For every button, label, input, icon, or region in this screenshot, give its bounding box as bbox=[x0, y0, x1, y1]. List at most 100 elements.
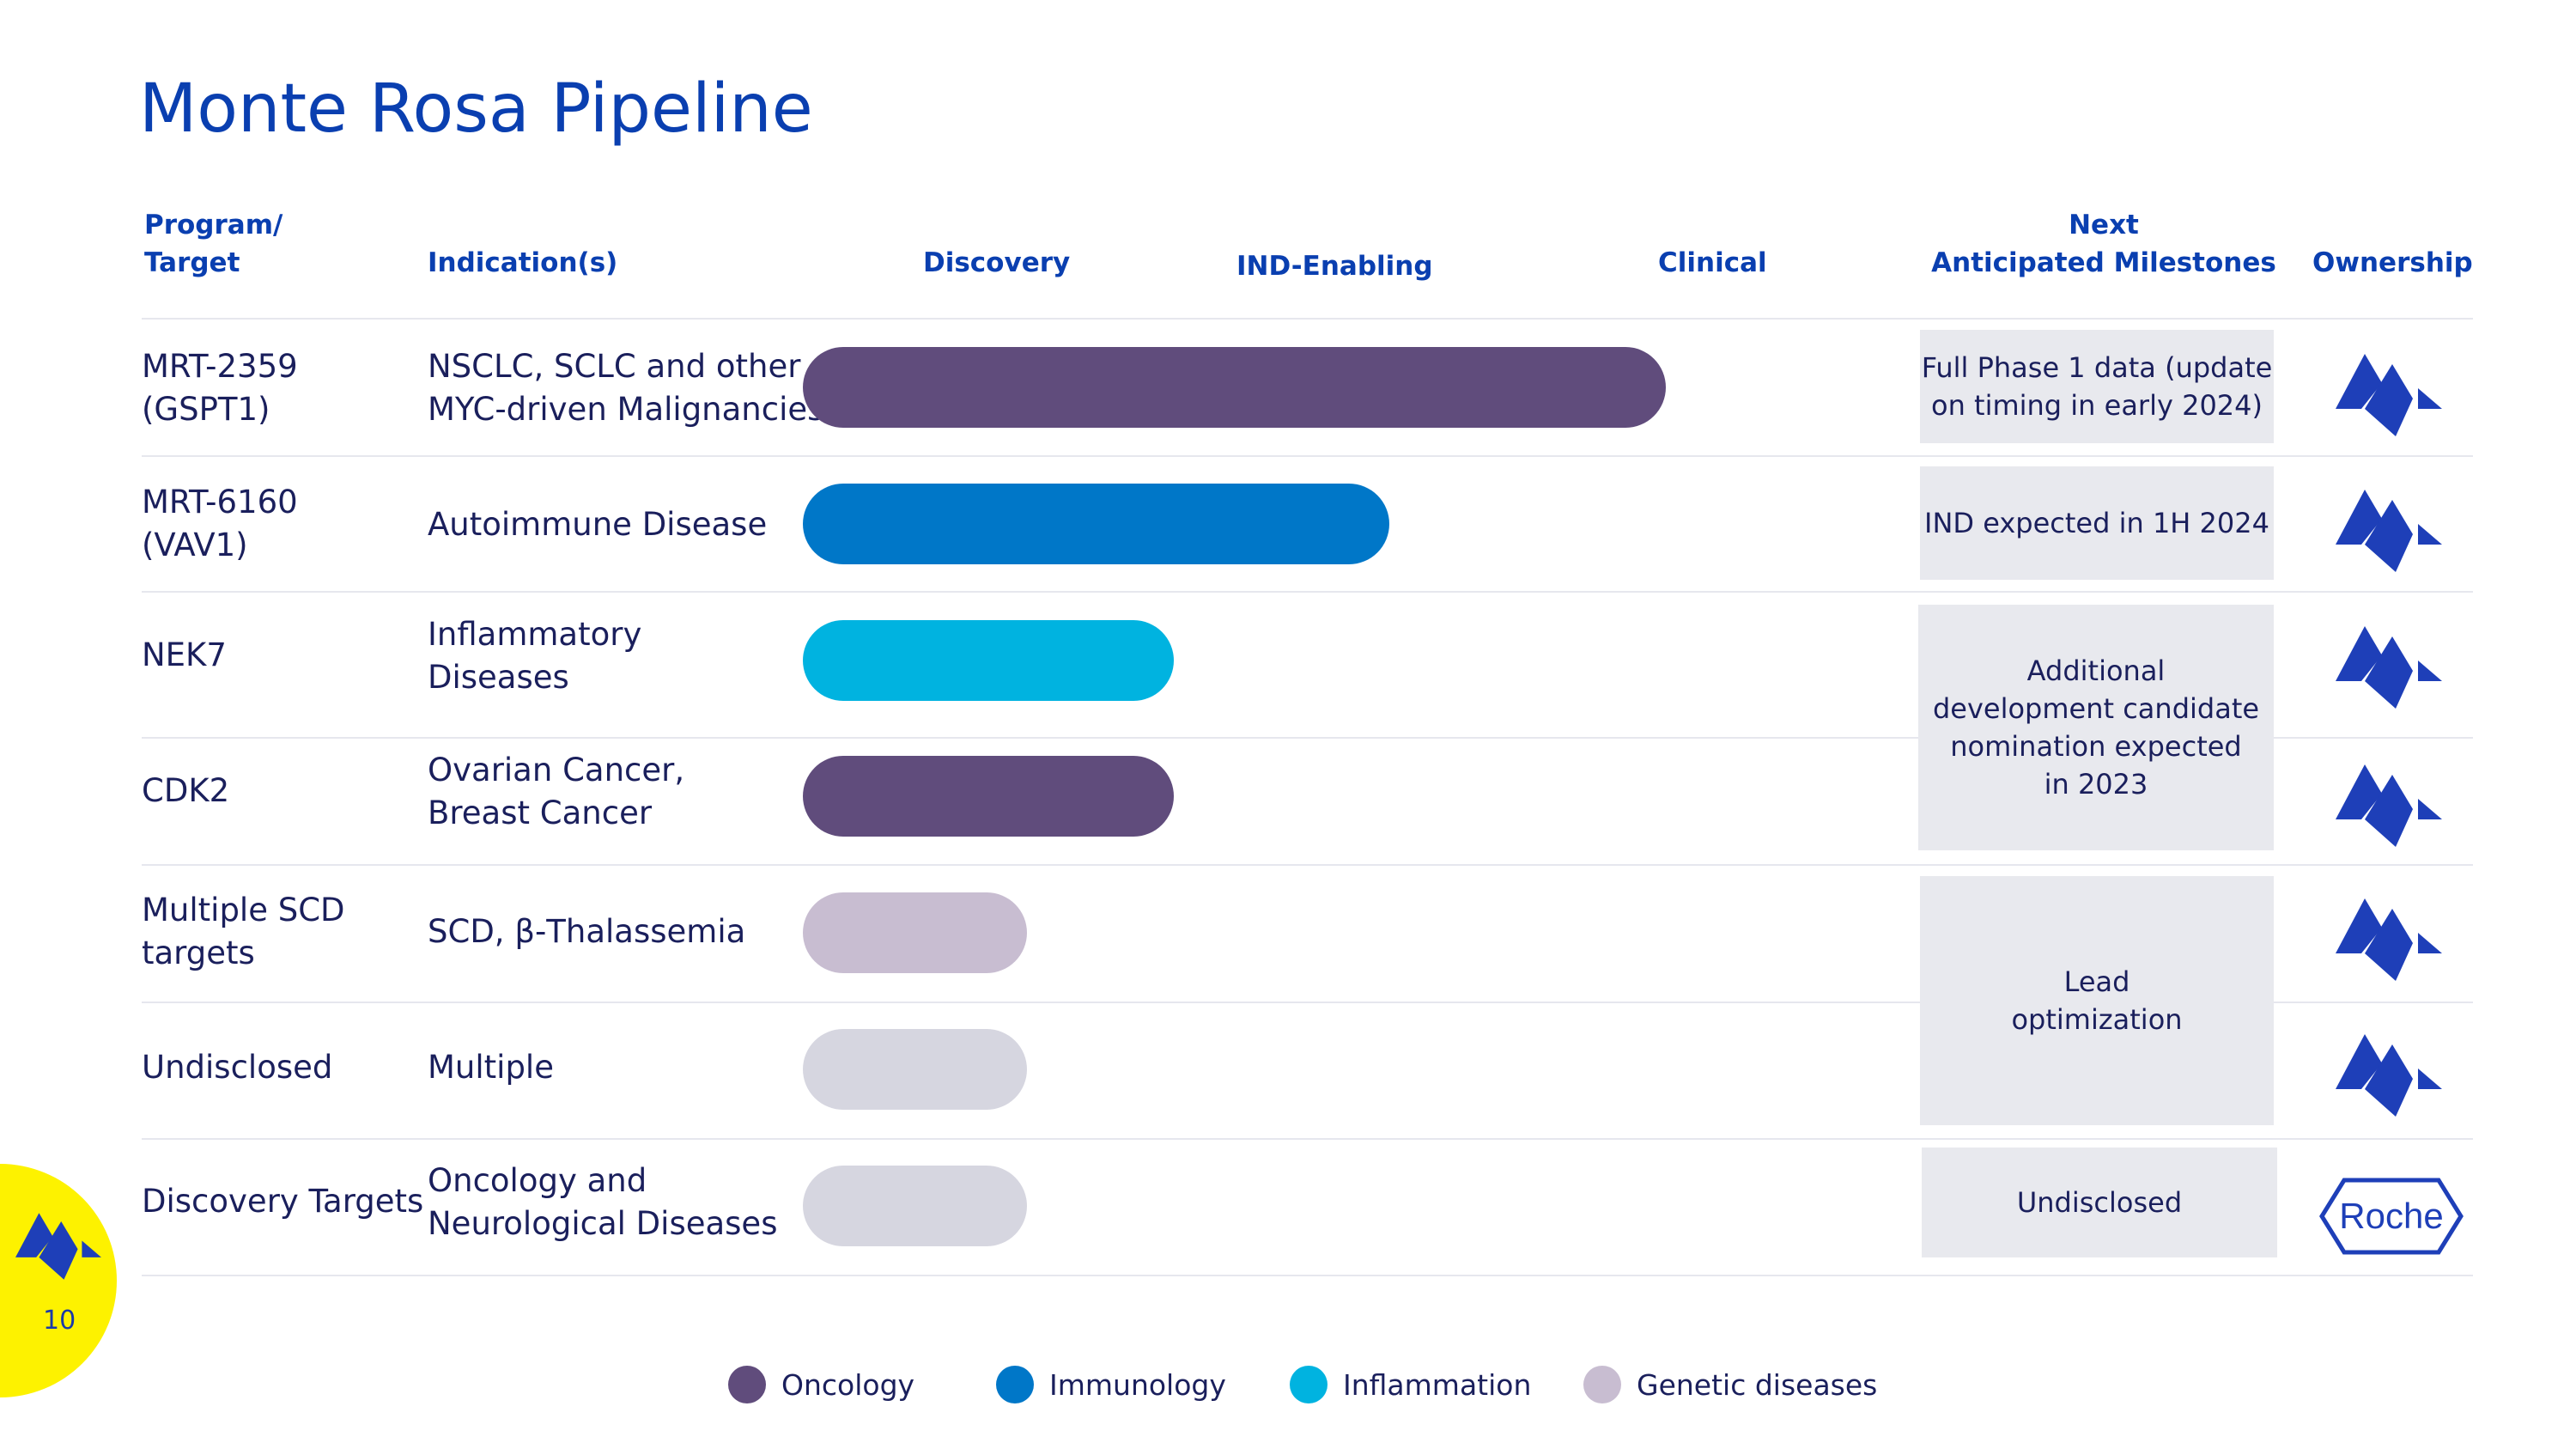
indication-cell: Multiple bbox=[428, 1046, 554, 1089]
milestone-line: on timing in early 2024) bbox=[1930, 389, 2263, 422]
indication-line: Oncology and bbox=[428, 1162, 647, 1199]
milestone-box: Additional development candidate nominat… bbox=[1918, 605, 2274, 850]
legend-item-genetic-diseases: Genetic diseases bbox=[1583, 1366, 1877, 1403]
row-divider bbox=[142, 455, 2473, 457]
indication-cell: SCD, β-Thalassemia bbox=[428, 910, 745, 953]
milestone-line: in 2023 bbox=[2044, 768, 2148, 801]
program-line: Multiple SCD bbox=[142, 892, 345, 928]
page-badge bbox=[0, 1164, 117, 1397]
legend-label: Genetic diseases bbox=[1637, 1367, 1878, 1402]
header-ownership: Ownership bbox=[2312, 247, 2473, 278]
progress-bar-nek7 bbox=[803, 620, 1174, 701]
program-cell: NEK7 bbox=[142, 634, 227, 677]
program-line: Undisclosed bbox=[142, 1049, 333, 1086]
indication-line: MYC-driven Malignancies bbox=[428, 391, 824, 428]
legend-item-immunology: Immunology bbox=[996, 1366, 1226, 1403]
monte-rosa-logo-icon bbox=[2336, 626, 2442, 709]
program-cell: CDK2 bbox=[142, 770, 229, 813]
program-line: CDK2 bbox=[142, 772, 230, 809]
milestone-box: IND expected in 1H 2024 bbox=[1920, 466, 2274, 580]
progress-bar-mrt-6160 bbox=[803, 484, 1389, 564]
indication-line: SCD, β-Thalassemia bbox=[428, 913, 746, 950]
monte-rosa-logo-icon bbox=[2336, 490, 2442, 572]
header-program: Program/ Target bbox=[144, 206, 283, 282]
row-divider bbox=[142, 1138, 2473, 1140]
indication-line: Diseases bbox=[428, 659, 569, 696]
program-line: targets bbox=[142, 935, 255, 971]
indication-line: Ovarian Cancer, bbox=[428, 752, 685, 788]
indication-line: Multiple bbox=[428, 1049, 554, 1086]
header-milestones-line1: Next bbox=[2069, 210, 2139, 240]
legend-item-inflammation: Inflammation bbox=[1290, 1366, 1531, 1403]
program-line: NEK7 bbox=[142, 636, 227, 673]
indication-line: Neurological Diseases bbox=[428, 1205, 778, 1242]
milestone-box: Full Phase 1 data (update on timing in e… bbox=[1920, 330, 2274, 443]
row-divider bbox=[142, 1002, 2473, 1003]
indication-cell: NSCLC, SCLC and other MYC-driven Maligna… bbox=[428, 345, 823, 431]
milestone-line: Lead bbox=[2063, 965, 2130, 998]
program-line: Discovery Targets bbox=[142, 1183, 424, 1220]
legend-swatch bbox=[728, 1366, 766, 1403]
legend-label: Immunology bbox=[1049, 1367, 1226, 1402]
monte-rosa-logo-icon bbox=[15, 1213, 101, 1280]
header-ind-enabling: IND-Enabling bbox=[1236, 251, 1433, 282]
progress-bar-mrt-2359 bbox=[803, 347, 1666, 428]
indication-cell: Ovarian Cancer, Breast Cancer bbox=[428, 749, 684, 835]
progress-bar-cdk2 bbox=[803, 756, 1174, 837]
indication-line: Autoimmune Disease bbox=[428, 506, 768, 543]
indication-line: Inflammatory bbox=[428, 616, 642, 653]
header-program-line2: Target bbox=[144, 247, 240, 278]
progress-bar-discovery-targets bbox=[803, 1166, 1027, 1246]
program-cell: MRT-2359 (GSPT1) bbox=[142, 345, 298, 431]
legend-swatch bbox=[1290, 1366, 1327, 1403]
legend-label: Inflammation bbox=[1343, 1367, 1532, 1402]
indication-line: NSCLC, SCLC and other bbox=[428, 348, 801, 385]
program-line: (GSPT1) bbox=[142, 391, 270, 428]
indication-line: Breast Cancer bbox=[428, 795, 653, 831]
header-program-line1: Program/ bbox=[144, 210, 283, 240]
roche-logo-text: Roche bbox=[2339, 1196, 2443, 1236]
roche-logo-icon: Roche bbox=[2319, 1178, 2464, 1255]
program-cell: Undisclosed bbox=[142, 1046, 332, 1089]
program-cell: Discovery Targets bbox=[142, 1180, 423, 1223]
program-cell: MRT-6160 (VAV1) bbox=[142, 481, 298, 567]
milestone-line: Additional bbox=[2026, 654, 2166, 687]
monte-rosa-logo-icon bbox=[2336, 898, 2442, 981]
progress-bar-scd-targets bbox=[803, 892, 1027, 973]
milestone-box: Undisclosed bbox=[1922, 1148, 2277, 1257]
milestone-line: optimization bbox=[2011, 1003, 2183, 1036]
header-milestones: Next Anticipated Milestones bbox=[1923, 206, 2284, 282]
program-line: MRT-2359 bbox=[142, 348, 298, 385]
row-divider bbox=[142, 737, 2473, 739]
indication-cell: Autoimmune Disease bbox=[428, 503, 767, 546]
milestone-line: Full Phase 1 data (update bbox=[1921, 351, 2273, 384]
milestone-line: IND expected in 1H 2024 bbox=[1924, 507, 2269, 539]
indication-cell: Oncology and Neurological Diseases bbox=[428, 1160, 777, 1245]
header-indication: Indication(s) bbox=[428, 247, 618, 278]
row-divider bbox=[142, 591, 2473, 593]
row-divider bbox=[142, 318, 2473, 320]
page-title: Monte Rosa Pipeline bbox=[139, 70, 813, 148]
header-discovery: Discovery bbox=[923, 247, 1071, 278]
legend-swatch bbox=[1583, 1366, 1621, 1403]
legend-item-oncology: Oncology bbox=[728, 1366, 914, 1403]
program-cell: Multiple SCD targets bbox=[142, 889, 345, 975]
header-milestones-line2: Anticipated Milestones bbox=[1931, 247, 2276, 278]
monte-rosa-logo-icon bbox=[2336, 1034, 2442, 1117]
row-divider bbox=[142, 1275, 2473, 1276]
program-line: (VAV1) bbox=[142, 527, 248, 563]
indication-cell: Inflammatory Diseases bbox=[428, 613, 641, 699]
legend-label: Oncology bbox=[781, 1367, 915, 1402]
row-divider bbox=[142, 864, 2473, 866]
progress-bar-undisclosed bbox=[803, 1029, 1027, 1110]
milestone-box: Lead optimization bbox=[1920, 876, 2274, 1125]
program-line: MRT-6160 bbox=[142, 484, 298, 521]
legend-swatch bbox=[996, 1366, 1034, 1403]
header-clinical: Clinical bbox=[1658, 247, 1767, 278]
milestone-line: development candidate bbox=[1932, 692, 2260, 725]
monte-rosa-logo-icon bbox=[2336, 354, 2442, 436]
milestone-line: Undisclosed bbox=[2016, 1186, 2183, 1219]
milestone-line: nomination expected bbox=[1950, 730, 2242, 763]
monte-rosa-logo-icon bbox=[2336, 764, 2442, 847]
page-number: 10 bbox=[43, 1306, 76, 1336]
